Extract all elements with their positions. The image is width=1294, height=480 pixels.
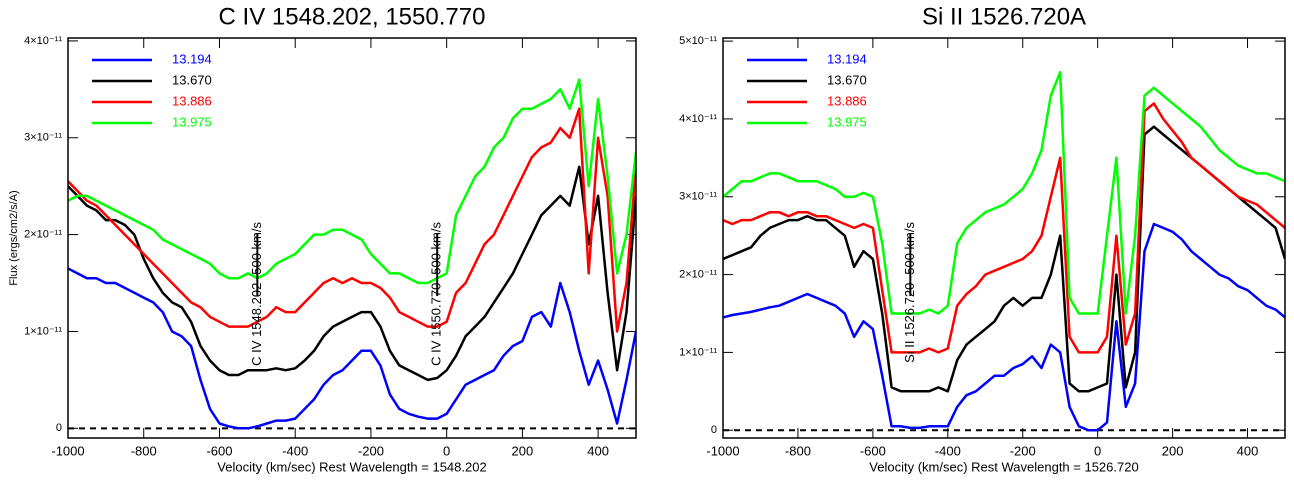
x-tick-label: 200 — [1162, 443, 1184, 458]
annotation-label: C IV 1550.770 -500 km/s — [429, 222, 444, 366]
y-tick-label: 1×10⁻¹¹ — [24, 325, 62, 337]
series-line — [68, 165, 636, 382]
plot-frame — [722, 37, 1286, 439]
series-line — [723, 222, 1285, 432]
series-line — [68, 267, 636, 430]
legend-label: 13.975 — [827, 114, 867, 129]
annotation-label: C IV 1548.202 -500 km/s — [249, 222, 264, 366]
chart-title: C IV 1548.202, 1550.770 — [219, 3, 486, 30]
annotation-label: Si II 1526.720 -500 km/s — [902, 222, 917, 363]
legend-label: 13.670 — [827, 72, 867, 87]
y-tick-label: 3×10⁻¹¹ — [679, 191, 717, 203]
x-tick-label: -800 — [785, 443, 811, 458]
x-tick-label: -200 — [1010, 443, 1036, 458]
x-tick-label: 400 — [1237, 443, 1259, 458]
series-line — [723, 102, 1285, 354]
plot-frame — [67, 37, 637, 439]
series-line — [68, 78, 636, 285]
y-tick-label: 3×10⁻¹¹ — [24, 132, 62, 144]
series-line — [723, 70, 1285, 315]
y-tick-label: 2×10⁻¹¹ — [24, 229, 62, 241]
x-tick-label: -800 — [131, 443, 157, 458]
x-tick-label: 0 — [1094, 443, 1101, 458]
x-tick-label: -400 — [935, 443, 961, 458]
x-axis-label: Velocity (km/sec) Rest Wavelength = 1548… — [217, 459, 486, 474]
chart-title: Si II 1526.720A — [922, 3, 1086, 30]
y-tick-label: 5×10⁻¹¹ — [679, 35, 717, 47]
x-tick-label: 400 — [587, 443, 609, 458]
y-tick-label: 2×10⁻¹¹ — [679, 268, 717, 280]
y-axis-label: Flux (ergs/cm2/s/A) — [8, 190, 20, 285]
y-tick-label: 0 — [711, 424, 717, 436]
legend-label: 13.670 — [172, 72, 212, 87]
y-tick-label: 4×10⁻¹¹ — [679, 113, 717, 125]
x-axis-label: Velocity (km/sec) Rest Wavelength = 1526… — [869, 459, 1138, 474]
legend-label: 13.194 — [172, 51, 212, 66]
x-tick-label: -1000 — [706, 443, 739, 458]
legend-label: 13.886 — [827, 93, 867, 108]
series-line — [68, 107, 636, 333]
x-tick-label: 200 — [512, 443, 534, 458]
x-tick-label: -1000 — [51, 443, 84, 458]
y-tick-label: 1×10⁻¹¹ — [679, 346, 717, 358]
x-tick-label: -600 — [206, 443, 232, 458]
x-tick-label: -400 — [282, 443, 308, 458]
y-tick-label: 0 — [56, 422, 62, 434]
x-tick-label: -200 — [358, 443, 384, 458]
x-tick-label: 0 — [443, 443, 450, 458]
x-tick-label: -600 — [860, 443, 886, 458]
legend-label: 13.886 — [172, 93, 212, 108]
legend-label: 13.975 — [172, 114, 212, 129]
y-tick-label: 4×10⁻¹¹ — [24, 35, 62, 47]
legend-label: 13.194 — [827, 51, 867, 66]
